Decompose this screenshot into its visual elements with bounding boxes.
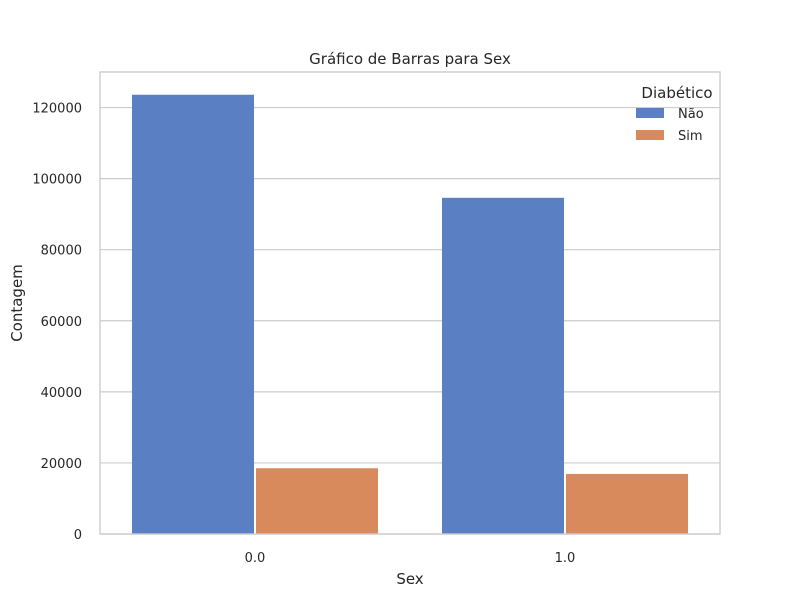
y-tick-label: 80000 <box>41 244 82 259</box>
y-axis-label: Contagem <box>8 264 26 342</box>
x-tick-label: 1.0 <box>555 551 576 566</box>
y-tick-label: 100000 <box>32 173 82 188</box>
legend-swatch-sim <box>636 130 664 140</box>
bar-nao-1.0 <box>442 197 564 534</box>
y-tick-labels: 0 20000 40000 60000 80000 100000 120000 <box>32 102 82 543</box>
legend-label-nao: Não <box>678 107 704 122</box>
bar-layer <box>132 94 688 534</box>
bar-nao-0.0 <box>132 94 254 534</box>
y-tick-label: 120000 <box>32 102 82 117</box>
y-tick-label: 20000 <box>41 457 82 472</box>
y-tick-label: 40000 <box>41 386 82 401</box>
legend-label-sim: Sim <box>678 129 703 144</box>
legend-swatch-nao <box>636 108 664 118</box>
legend-title: Diabético <box>641 84 712 102</box>
x-axis-label: Sex <box>396 570 423 588</box>
x-tick-label: 0.0 <box>245 551 266 566</box>
y-tick-label: 60000 <box>41 315 82 330</box>
legend: Diabético Não Sim <box>636 84 713 144</box>
plot-frame <box>99 71 721 535</box>
chart-title: Gráfico de Barras para Sex <box>309 50 511 68</box>
bar-sim-0.0 <box>256 468 378 534</box>
bar-sim-1.0 <box>566 473 688 534</box>
x-tick-labels: 0.0 1.0 <box>245 551 576 566</box>
y-tick-label: 0 <box>74 528 82 543</box>
